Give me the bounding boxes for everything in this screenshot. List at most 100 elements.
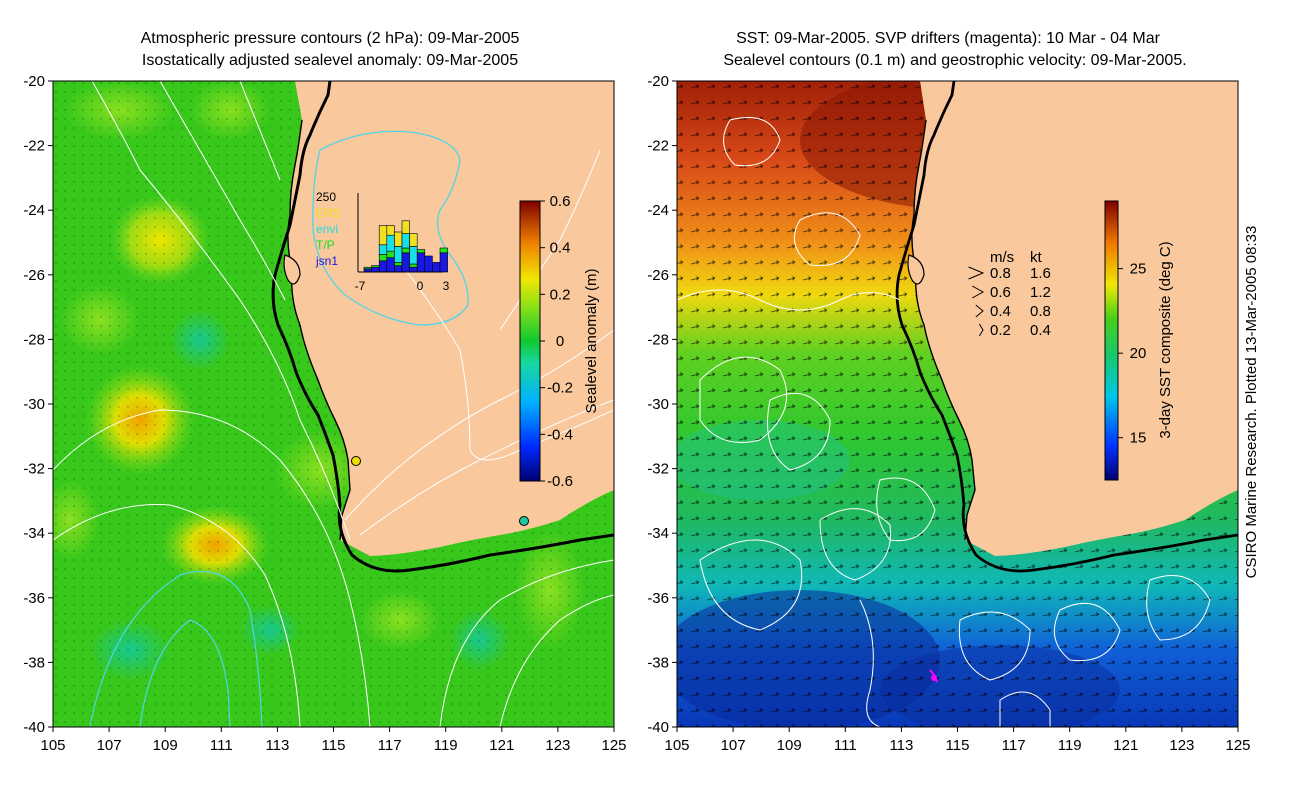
pressure-contour <box>389 249 614 461</box>
y-tick-label: -36 <box>647 590 669 607</box>
y-tick-label: -40 <box>23 719 45 736</box>
velocity-key-header-kt: kt <box>1030 249 1043 266</box>
hist-bar-jsn1 <box>401 252 410 273</box>
y-tick-label: -32 <box>647 461 669 478</box>
x-tick-label: 111 <box>210 737 233 754</box>
x-tick-label: 115 <box>946 737 970 754</box>
pressure-contour <box>53 409 371 727</box>
hist-bar-envi <box>409 246 418 265</box>
hist-bar-tp <box>439 247 448 254</box>
x-tick-label: 105 <box>40 737 65 754</box>
x-tick-label: 123 <box>1169 737 1194 754</box>
tide-gauge-marker <box>351 456 361 466</box>
velocity-key-kt: 0.4 <box>1030 322 1051 339</box>
x-tick-label: 125 <box>1225 737 1250 754</box>
right-coastline <box>911 119 976 541</box>
velocity-key-ms: 0.4 <box>990 303 1011 320</box>
hist-bar-tp <box>409 263 418 268</box>
colorbar-tick-label: 15 <box>1130 430 1147 447</box>
x-tick-label: 123 <box>545 737 570 754</box>
pressure-contour <box>359 399 614 536</box>
left-coast-contour <box>271 81 614 573</box>
x-tick-label: 121 <box>489 737 514 754</box>
hist-bar-jsn1 <box>386 257 395 273</box>
hist-bar-tp <box>363 266 372 270</box>
hist-bar-tp <box>416 249 426 254</box>
right-title-line1: SST: 09-Mar-2005. SVP drifters (magenta)… <box>736 30 1161 47</box>
hist-xtick: -7 <box>355 279 366 293</box>
hist-bar-tp <box>371 265 380 268</box>
right-map <box>677 81 1238 727</box>
left-colorbar <box>519 200 541 482</box>
x-tick-label: 113 <box>265 737 289 754</box>
y-tick-label: -20 <box>23 73 45 90</box>
velocity-key-header-ms: m/s <box>990 249 1014 266</box>
y-tick-label: -24 <box>23 202 45 219</box>
y-tick-label: -22 <box>647 138 669 155</box>
hist-bar-jsn1 <box>409 266 418 273</box>
y-tick-label: -24 <box>647 202 669 219</box>
pressure-contour <box>239 81 281 181</box>
y-tick-label: -30 <box>647 396 669 413</box>
left-coastline <box>287 119 351 541</box>
y-tick-label: -20 <box>647 73 669 90</box>
colorbar-tick-label: -0.6 <box>547 473 573 490</box>
pressure-contour <box>499 594 614 727</box>
hist-bar-ers <box>409 233 418 247</box>
x-tick-label: 115 <box>322 737 346 754</box>
drifter-track <box>929 669 938 683</box>
velocity-key-kt: 0.8 <box>1030 303 1051 320</box>
right-coast-contour <box>895 81 1238 573</box>
x-tick-label: 119 <box>434 737 458 754</box>
colorbar-tick-label: -0.4 <box>547 426 573 443</box>
cyan-contour <box>139 619 231 727</box>
hist-bar-envi <box>394 246 403 263</box>
y-tick-label: -38 <box>23 654 45 671</box>
hist-ymax-label: 250 <box>316 190 336 204</box>
x-tick-label: 111 <box>834 737 857 754</box>
velocity-key-kt: 1.6 <box>1030 265 1051 282</box>
x-tick-label: 113 <box>889 737 913 754</box>
sealevel-contour <box>876 477 936 542</box>
sealevel-contour <box>723 117 781 167</box>
tide-gauge-marker <box>519 516 529 526</box>
x-tick-label: 125 <box>601 737 626 754</box>
sealevel-contour <box>819 508 892 581</box>
y-tick-label: -22 <box>23 138 45 155</box>
velocity-key-arrow <box>971 285 985 299</box>
hist-legend-item: ERS <box>316 206 341 220</box>
cyan-contour <box>312 130 469 326</box>
hist-bar-jsn1 <box>394 265 403 273</box>
x-tick-label: 107 <box>97 737 122 754</box>
x-tick-label: 117 <box>1002 737 1026 754</box>
pressure-contour <box>499 149 601 331</box>
velocity-key-kt: 1.2 <box>1030 284 1051 301</box>
hist-bar-tp <box>401 247 410 254</box>
y-tick-label: -28 <box>23 331 45 348</box>
velocity-key-ms: 0.6 <box>990 284 1011 301</box>
left-title-line2: Isostatically adjusted sealevel anomaly:… <box>142 52 518 69</box>
x-tick-label: 121 <box>1113 737 1138 754</box>
y-tick-label: -40 <box>647 719 669 736</box>
sealevel-contour <box>999 691 1051 727</box>
hist-bar-envi <box>378 244 388 255</box>
hist-bar-jsn1 <box>378 260 388 273</box>
hist-bar-ers <box>386 225 395 236</box>
hist-xtick: 3 <box>443 279 450 293</box>
hist-bar-jsn1 <box>371 266 380 273</box>
hist-bar-ers <box>401 220 410 234</box>
hist-bar-jsn1 <box>432 262 441 273</box>
velocity-key-arrow <box>978 323 984 337</box>
right-title-line2: Sealevel contours (0.1 m) and geostrophi… <box>723 52 1186 69</box>
sealevel-contour <box>859 599 881 727</box>
colorbar-tick-label: 0 <box>556 333 564 350</box>
velocity-key-ms: 0.8 <box>990 265 1011 282</box>
velocity-key-arrow <box>975 304 984 318</box>
colorbar-tick-label: 20 <box>1130 345 1147 362</box>
credit-text: CSIRO Marine Research. Plotted 13-Mar-20… <box>1243 226 1260 579</box>
hist-legend-item: jsn1 <box>315 254 338 268</box>
hist-legend-item: T/P <box>316 238 335 252</box>
hist-bar-jsn1 <box>416 252 426 273</box>
pressure-contour <box>53 503 301 727</box>
colorbar-tick-label: -0.2 <box>547 380 573 397</box>
